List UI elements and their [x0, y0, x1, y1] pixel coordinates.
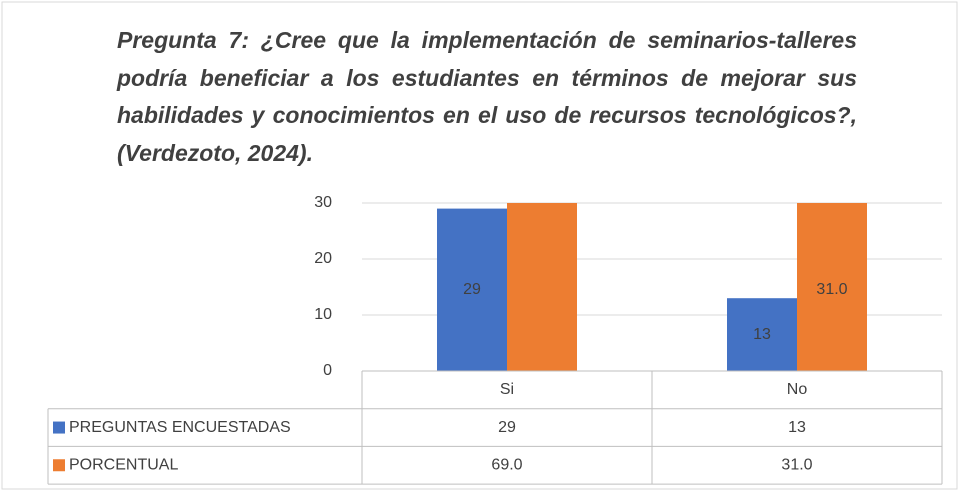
data-label: 29 [463, 281, 481, 298]
table-cell: 13 [788, 419, 806, 436]
legend-swatch [53, 459, 65, 472]
x-tick-label: No [787, 381, 808, 398]
data-label: 13 [753, 326, 771, 343]
bar [437, 208, 507, 371]
y-tick-label: 30 [314, 194, 332, 211]
table-cell: 69.0 [491, 456, 522, 473]
legend-swatch [53, 421, 65, 434]
bar [727, 298, 797, 371]
legend-label: PREGUNTAS ENCUESTADAS [69, 419, 291, 436]
bar [507, 203, 577, 371]
x-tick-label: Si [500, 381, 514, 398]
y-tick-label: 0 [323, 362, 332, 379]
legend-label: PORCENTUAL [69, 456, 178, 473]
chart-title: Pregunta 7: ¿Cree que la implementación … [117, 27, 857, 166]
table-cell: 29 [498, 419, 516, 436]
table-cell: 31.0 [781, 456, 812, 473]
y-tick-label: 20 [314, 250, 332, 267]
y-tick-label: 10 [314, 306, 332, 323]
bar [797, 203, 867, 371]
plot-area [437, 203, 867, 371]
data-label: 31.0 [816, 281, 847, 298]
